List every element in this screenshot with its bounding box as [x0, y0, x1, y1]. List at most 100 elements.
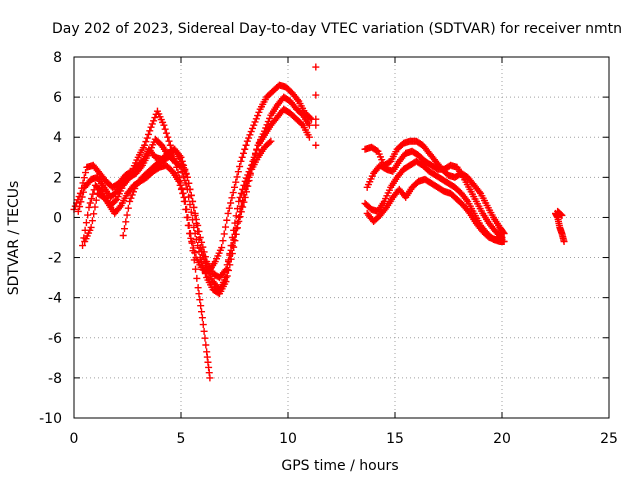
data-point — [150, 117, 158, 125]
data-point — [223, 272, 231, 280]
data-point — [85, 203, 93, 211]
series-trace-i — [363, 175, 506, 244]
data-point — [177, 157, 185, 165]
data-point — [164, 133, 172, 141]
data-point — [151, 114, 159, 122]
data-point — [233, 219, 241, 227]
tick-layer: 0 5 10 15 20 25 -10 -8 -6 -4 -2 0 2 4 6 8 — [39, 50, 618, 447]
y-tick-label: -8 — [48, 371, 62, 387]
data-point — [250, 121, 258, 129]
data-point — [246, 131, 254, 139]
y-tick-label: 4 — [53, 130, 62, 146]
data-point — [187, 208, 195, 216]
data-point — [198, 238, 206, 246]
data-point — [226, 251, 234, 259]
data-point — [196, 296, 204, 304]
data-point — [178, 160, 186, 168]
data-point — [189, 247, 197, 255]
data-point — [242, 181, 250, 189]
data-point — [126, 197, 134, 205]
data-point — [312, 63, 320, 71]
data-point — [251, 118, 259, 126]
data-point — [129, 188, 137, 196]
data-point — [245, 173, 253, 181]
data-point — [181, 197, 189, 205]
data-point — [201, 334, 209, 342]
data-point — [142, 138, 150, 146]
data-point — [90, 210, 98, 218]
data-point — [200, 327, 208, 335]
data-point — [180, 193, 188, 201]
data-point — [194, 284, 202, 292]
data-point — [190, 203, 198, 211]
data-point — [224, 209, 232, 217]
data-point — [87, 223, 95, 231]
data-point — [557, 211, 565, 219]
data-point — [238, 153, 246, 161]
y-tick-label: -10 — [39, 411, 62, 427]
data-point — [219, 237, 227, 245]
data-point — [230, 236, 238, 244]
y-tick-label: -2 — [48, 251, 62, 267]
data-point — [78, 193, 86, 201]
data-point — [244, 177, 252, 185]
data-point — [165, 137, 173, 145]
data-point — [231, 183, 238, 191]
data-point — [233, 173, 241, 181]
data-point — [121, 225, 129, 233]
data-point — [266, 138, 274, 146]
data-point — [131, 185, 139, 193]
data-point — [194, 221, 202, 229]
data-point — [218, 244, 226, 252]
data-point — [77, 198, 85, 206]
data-point — [255, 108, 263, 116]
x-tick-label: 5 — [177, 431, 186, 447]
data-point — [190, 223, 198, 231]
data-point — [197, 302, 205, 310]
data-point — [82, 219, 90, 227]
data-point — [305, 121, 313, 129]
data-point — [293, 96, 301, 104]
data-point — [253, 145, 261, 153]
data-point — [246, 169, 254, 177]
data-point — [312, 121, 320, 129]
data-point — [195, 290, 203, 298]
data-point — [462, 196, 470, 204]
data-point — [192, 265, 200, 273]
data-point — [199, 243, 207, 251]
data-point — [198, 314, 206, 322]
data-point — [185, 221, 193, 229]
data-point — [242, 141, 250, 149]
y-tick-label: 2 — [53, 170, 62, 186]
data-point — [76, 203, 84, 211]
data-point — [82, 169, 90, 177]
data-point — [88, 195, 96, 203]
data-point — [243, 137, 251, 145]
data-point — [560, 238, 568, 246]
data-point — [220, 230, 228, 238]
data-point — [184, 213, 192, 221]
data-point — [248, 124, 256, 132]
data-point — [79, 242, 87, 250]
data-point — [235, 197, 243, 205]
x-tick-label: 20 — [493, 431, 511, 447]
data-point — [305, 133, 313, 141]
data-point — [232, 178, 240, 186]
y-axis-label: SDTVAR / TECUs — [6, 181, 22, 296]
data-point — [222, 274, 230, 282]
data-point — [247, 128, 255, 136]
data-point — [80, 174, 88, 182]
data-point — [241, 145, 249, 153]
data-point — [558, 211, 566, 219]
data-point — [200, 248, 208, 256]
data-point — [148, 120, 156, 128]
data-point — [227, 199, 235, 207]
x-tick-label: 10 — [279, 431, 297, 447]
data-point — [180, 164, 188, 172]
data-point — [191, 209, 199, 217]
data-point — [201, 253, 209, 261]
data-point — [223, 216, 231, 224]
data-point — [195, 227, 203, 235]
data-point — [123, 211, 131, 219]
data-point — [160, 121, 168, 129]
